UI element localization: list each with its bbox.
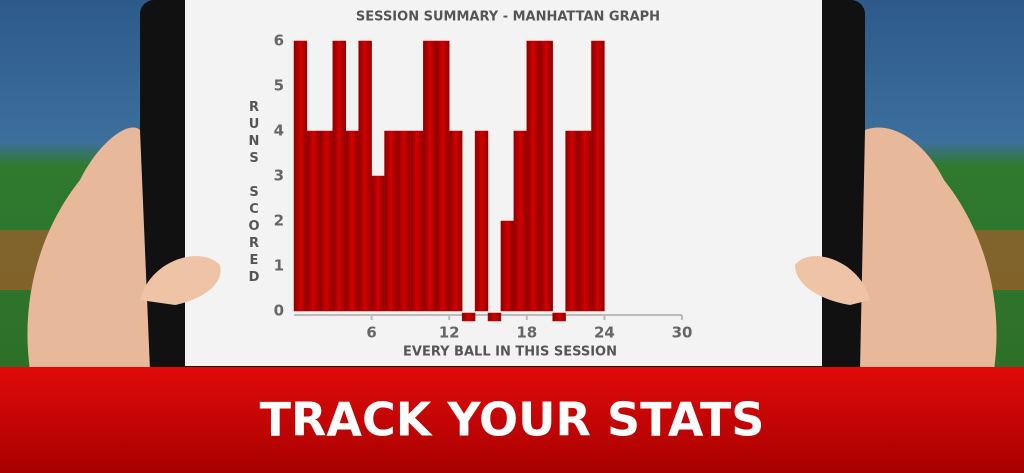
bar (513, 130, 528, 312)
left-thumb (140, 256, 221, 305)
x-axis-label: EVERY BALL IN THIS SESSION (403, 345, 617, 360)
right-thumb (795, 256, 870, 305)
bar (332, 40, 346, 312)
bar (371, 175, 385, 312)
x-tick-label: 30 (672, 324, 693, 342)
bar (539, 40, 553, 312)
bar (384, 130, 398, 312)
x-tick-label: 12 (439, 324, 460, 342)
bar (436, 40, 450, 312)
banner (0, 367, 1024, 473)
bar (423, 40, 437, 312)
bar (526, 40, 540, 312)
bar (345, 130, 359, 312)
bar (578, 130, 592, 312)
bar (487, 312, 502, 322)
left-hand (27, 127, 150, 370)
y-tick-label: 3 (274, 167, 284, 185)
bar (565, 130, 579, 312)
x-tick-label: 24 (594, 324, 615, 342)
y-tick-label: 6 (274, 32, 284, 50)
x-tick-label: 6 (366, 324, 376, 342)
y-tick-label: 4 (274, 122, 284, 140)
bar (293, 40, 308, 312)
y-axis-label: RUNS SCORED (247, 100, 262, 287)
y-tick-label: 2 (274, 212, 284, 230)
bar (397, 130, 411, 312)
bar (461, 312, 476, 322)
banner-text: TRACK YOUR STATS (260, 393, 765, 447)
bar (552, 312, 566, 322)
chart-title: SESSION SUMMARY - MANHATTAN GRAPH (356, 10, 660, 25)
bar (500, 220, 515, 312)
bar (306, 130, 321, 312)
bar (319, 130, 334, 312)
y-tick-label: 0 (274, 302, 284, 320)
y-tick-label: 5 (274, 77, 284, 95)
right-hand (860, 127, 997, 370)
x-tick-label: 18 (516, 324, 537, 342)
y-tick-label: 1 (274, 257, 284, 275)
bar (448, 130, 463, 312)
bar (591, 40, 605, 312)
bar (410, 130, 424, 312)
bar (474, 130, 489, 312)
bar (358, 40, 372, 312)
